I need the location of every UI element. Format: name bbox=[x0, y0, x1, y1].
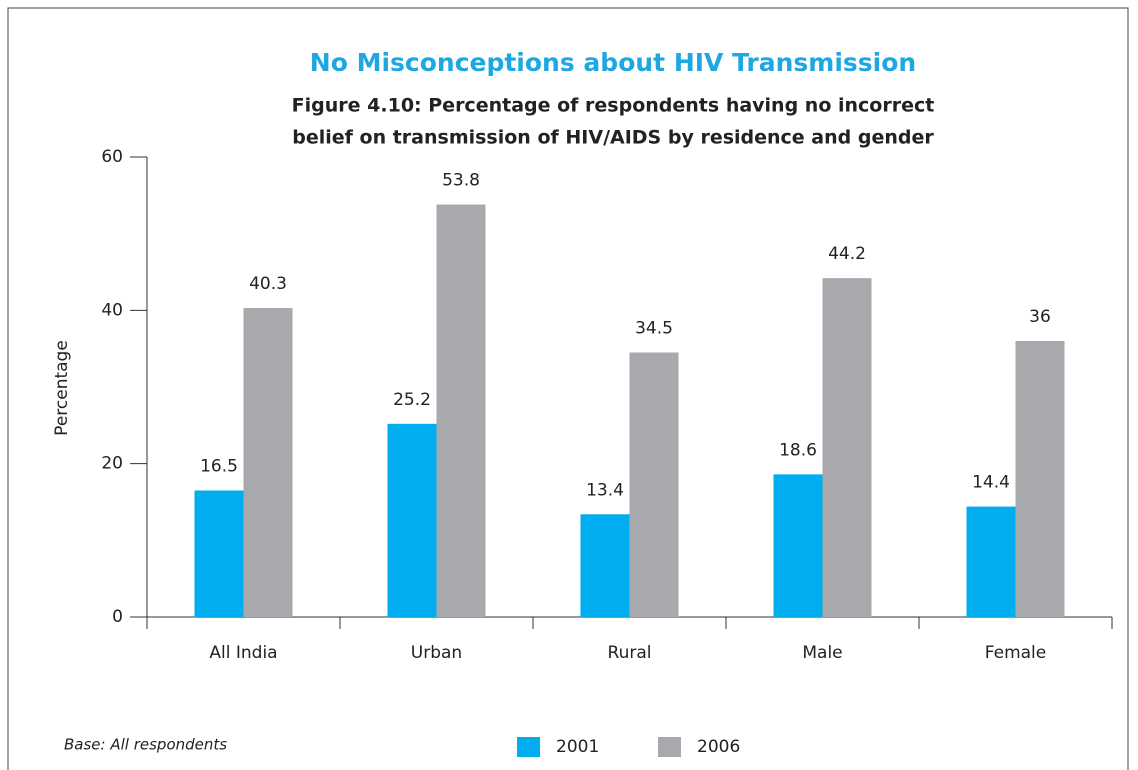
bar bbox=[629, 352, 679, 617]
x-tick-label: Urban bbox=[411, 643, 462, 663]
x-tick-label: Rural bbox=[608, 643, 652, 663]
legend-swatch bbox=[517, 737, 540, 757]
legend-label: 2001 bbox=[556, 737, 599, 757]
x-tick-label: Female bbox=[985, 643, 1046, 663]
y-tick-label: 20 bbox=[101, 454, 123, 474]
value-label: 14.4 bbox=[972, 473, 1010, 493]
x-tick-label: Male bbox=[802, 643, 842, 663]
legend-swatch bbox=[658, 737, 681, 757]
bar bbox=[436, 204, 486, 618]
bar bbox=[773, 474, 823, 617]
bar bbox=[194, 490, 244, 617]
value-label: 36 bbox=[1029, 307, 1051, 327]
chart-title: No Misconceptions about HIV Transmission bbox=[310, 48, 916, 77]
bar bbox=[822, 278, 872, 617]
y-axis-label: Percentage bbox=[52, 340, 72, 436]
bar bbox=[243, 308, 293, 617]
bar bbox=[966, 506, 1016, 617]
chart-subtitle: Figure 4.10: Percentage of respondents h… bbox=[292, 95, 935, 117]
y-tick-label: 0 bbox=[112, 607, 123, 627]
footnote: Base: All respondents bbox=[64, 736, 227, 754]
bar bbox=[580, 514, 630, 617]
value-label: 53.8 bbox=[442, 171, 480, 191]
value-label: 16.5 bbox=[200, 457, 238, 477]
chart-subtitle: belief on transmission of HIV/AIDS by re… bbox=[292, 127, 934, 149]
legend-label: 2006 bbox=[697, 737, 740, 757]
x-tick-label: All India bbox=[209, 643, 277, 663]
y-tick-label: 60 bbox=[101, 147, 123, 167]
value-label: 34.5 bbox=[635, 319, 673, 339]
bar bbox=[1015, 341, 1065, 617]
value-label: 44.2 bbox=[828, 244, 866, 264]
y-tick-label: 40 bbox=[101, 300, 123, 320]
value-label: 40.3 bbox=[249, 274, 287, 294]
value-label: 18.6 bbox=[779, 440, 817, 460]
bar bbox=[387, 423, 437, 617]
value-label: 13.4 bbox=[586, 480, 624, 500]
value-label: 25.2 bbox=[393, 390, 431, 410]
frame bbox=[7, 7, 1129, 770]
